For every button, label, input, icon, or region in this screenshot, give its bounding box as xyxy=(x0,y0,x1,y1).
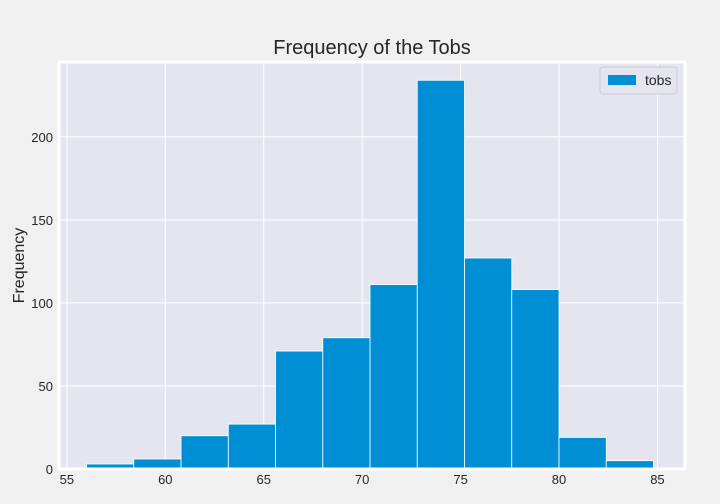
histogram-bar xyxy=(227,423,276,470)
legend-entry-tobs: tobs xyxy=(645,72,671,88)
plot-frame xyxy=(57,60,687,471)
legend: tobs xyxy=(599,66,678,95)
x-tick-label: 70 xyxy=(355,472,369,487)
y-tick-label: 200 xyxy=(31,130,53,145)
y-tick-label: 150 xyxy=(31,213,53,228)
histogram-bar xyxy=(369,284,418,470)
legend-swatch xyxy=(608,75,636,85)
histogram-bar xyxy=(464,257,513,470)
y-tick-labels: 0 50 100 150 200 xyxy=(31,130,53,477)
histogram-bar xyxy=(275,350,324,470)
x-tick-labels: 55 60 65 70 75 80 85 xyxy=(60,472,665,487)
y-tick-label: 100 xyxy=(31,296,53,311)
histogram-bar xyxy=(180,435,229,470)
histogram-bar xyxy=(558,437,607,470)
histogram-bar xyxy=(416,79,465,470)
x-tick-label: 85 xyxy=(650,472,664,487)
y-tick-label: 50 xyxy=(39,379,53,394)
legend-box xyxy=(599,66,678,95)
y-tick-label: 0 xyxy=(46,462,53,477)
x-tick-label: 60 xyxy=(158,472,172,487)
x-tick-label: 75 xyxy=(453,472,467,487)
x-tick-label: 65 xyxy=(256,472,270,487)
x-tick-label: 80 xyxy=(552,472,566,487)
histogram-bar xyxy=(511,289,560,470)
x-tick-label: 55 xyxy=(60,472,74,487)
histogram-bar xyxy=(322,337,371,470)
bars xyxy=(86,79,654,470)
y-axis-label: Frequency xyxy=(11,228,28,304)
chart-title: Frequency of the Tobs xyxy=(273,37,471,59)
